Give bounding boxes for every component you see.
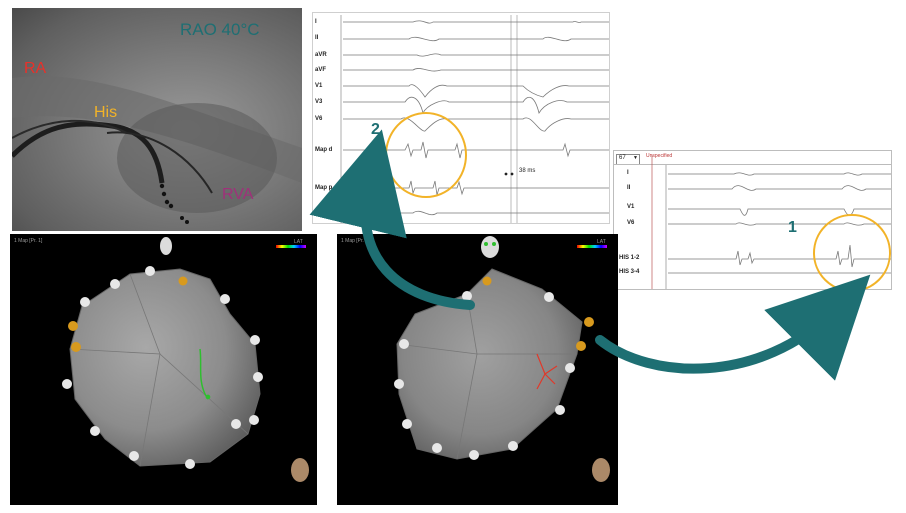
heart-orientation-icon xyxy=(592,458,610,482)
orientation-head-icon xyxy=(160,237,172,255)
lead-label: V6 xyxy=(315,116,323,122)
lead-label: V1 xyxy=(315,83,323,89)
orientation-head-icon xyxy=(481,236,499,258)
lead-label: II xyxy=(627,185,631,191)
fluoro-anatomy-sketch xyxy=(12,76,302,224)
lead-label: I xyxy=(627,170,629,176)
lead-label: HIS 3-4 xyxy=(619,269,640,275)
lead-label: II xyxy=(315,35,319,41)
map-scale-label: LAT xyxy=(294,239,303,245)
status-text: Unspecified xyxy=(646,153,673,159)
map-header: 1 Map [Pr. 1] xyxy=(14,238,43,244)
his-egm-panel: 67 ▼ Unspecified I II V1 V6 HIS 1-2 HIS … xyxy=(613,150,892,290)
heart-orientation-icon xyxy=(291,458,309,482)
lead-label: V6 xyxy=(627,220,635,226)
lead-label: aVF xyxy=(315,67,327,73)
label-rva: RVA xyxy=(222,186,254,203)
label-his: His xyxy=(94,104,118,121)
map-header: 1 Map [Pr. 1] xyxy=(341,238,370,244)
view-angle-label: RAO 40°C xyxy=(180,20,260,39)
chevron-down-icon: ▼ xyxy=(633,155,638,161)
electroanatomic-map-right: 1 Map [Pr. 1] LAT xyxy=(337,234,618,505)
lead-label: HIS 1-2 xyxy=(619,255,640,261)
lead-label: I xyxy=(315,19,317,25)
lead-label: V3 xyxy=(315,99,323,105)
his-egm-traces xyxy=(651,155,891,289)
header-divider xyxy=(614,164,891,165)
lead-label: aVR xyxy=(315,52,327,58)
color-scale-bar xyxy=(276,245,306,248)
highlight-ring-1 xyxy=(813,214,891,289)
annotation-number-1: 1 xyxy=(788,219,797,236)
map-right-geometry xyxy=(394,236,610,482)
color-scale-bar xyxy=(577,245,607,248)
arrow-to-egm-1 xyxy=(595,274,871,381)
lead-label: V1 xyxy=(627,204,635,210)
label-ra: RA xyxy=(24,60,47,77)
arrow-to-egm-2 xyxy=(309,129,475,310)
map-left-geometry xyxy=(62,237,309,482)
map-scale-label: LAT xyxy=(597,239,606,245)
dropdown-value: 67 xyxy=(619,155,626,161)
interval-label: 38 ms xyxy=(519,168,536,174)
electroanatomic-map-left: 1 Map [Pr. 1] LAT xyxy=(10,234,317,505)
fluoroscopy-image: RAO 40°C RA His RVA xyxy=(12,8,302,231)
